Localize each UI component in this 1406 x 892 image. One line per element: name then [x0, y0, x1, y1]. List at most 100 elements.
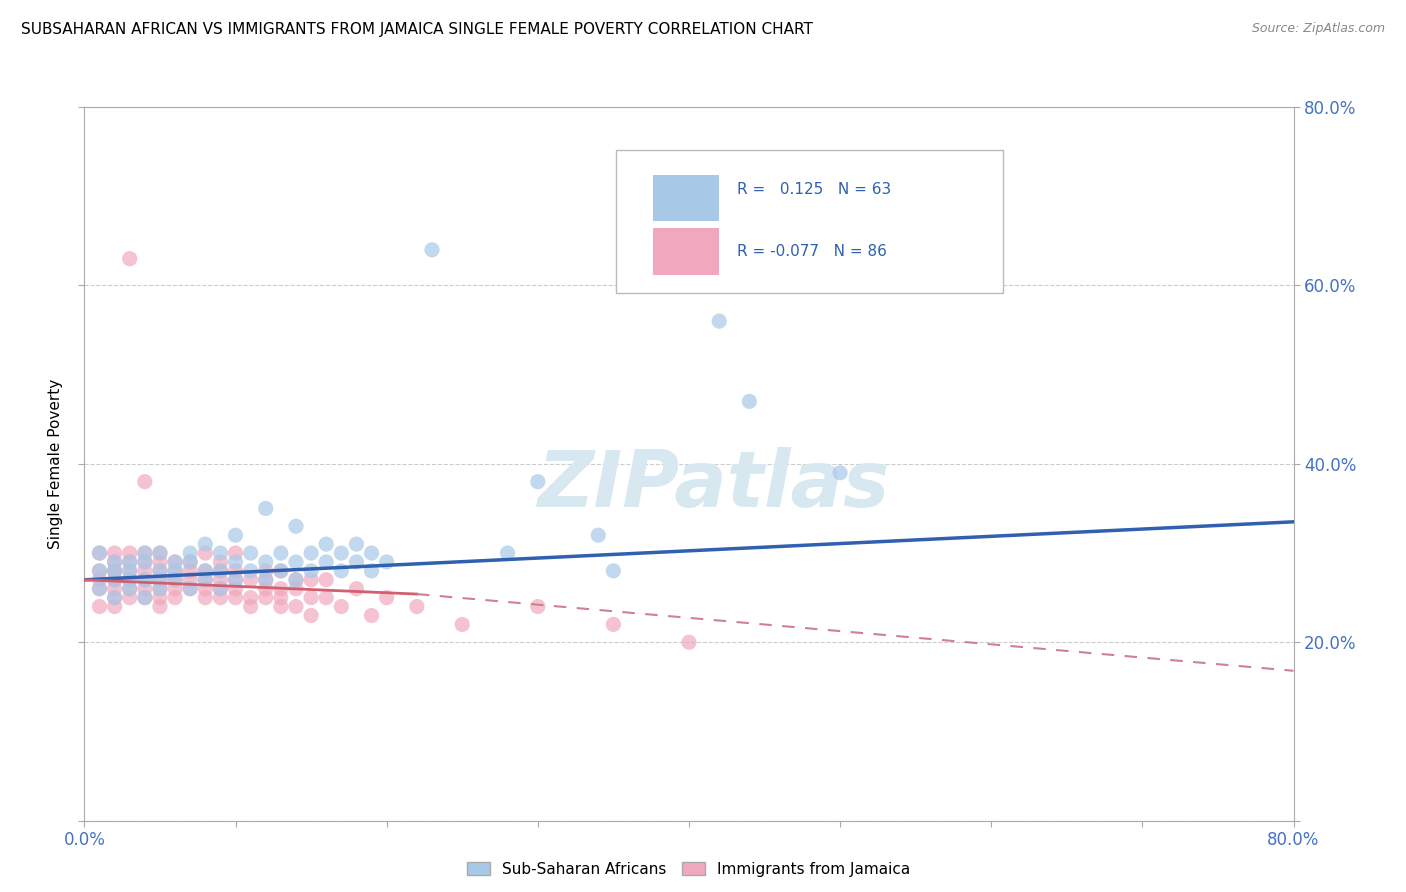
Point — [330, 564, 353, 578]
Point — [602, 564, 624, 578]
Point — [179, 582, 201, 596]
Point — [346, 555, 368, 569]
Text: R =   0.125   N = 63: R = 0.125 N = 63 — [737, 182, 891, 196]
Point — [299, 608, 322, 623]
Point — [315, 573, 337, 587]
Point — [254, 555, 277, 569]
Point — [149, 555, 172, 569]
Point — [602, 617, 624, 632]
Point — [134, 573, 156, 587]
Point — [118, 591, 141, 605]
Point — [451, 617, 474, 632]
Point — [149, 564, 172, 578]
Point — [254, 591, 277, 605]
Point — [165, 564, 187, 578]
Point — [270, 564, 292, 578]
Point — [406, 599, 429, 614]
Point — [179, 555, 201, 569]
Point — [149, 591, 172, 605]
Point — [270, 564, 292, 578]
Point — [330, 546, 353, 560]
Point — [588, 528, 610, 542]
Point — [270, 591, 292, 605]
Point — [194, 564, 217, 578]
Point — [346, 582, 368, 596]
Point — [360, 546, 382, 560]
Point — [165, 573, 187, 587]
Point — [315, 591, 337, 605]
Point — [225, 591, 247, 605]
Point — [270, 582, 292, 596]
Point — [830, 466, 852, 480]
Point — [299, 546, 322, 560]
Point — [270, 546, 292, 560]
Point — [118, 546, 141, 560]
Point — [134, 546, 156, 560]
Point — [194, 573, 217, 587]
Point — [239, 546, 262, 560]
Point — [375, 555, 398, 569]
Point — [270, 599, 292, 614]
Point — [134, 555, 156, 569]
Point — [165, 591, 187, 605]
Point — [134, 591, 156, 605]
Point — [285, 599, 308, 614]
Point — [149, 599, 172, 614]
Point — [134, 564, 156, 578]
Point — [179, 555, 201, 569]
Point — [194, 573, 217, 587]
Point — [527, 599, 550, 614]
Point — [89, 582, 111, 596]
Point — [239, 591, 262, 605]
Point — [239, 564, 262, 578]
Point — [118, 564, 141, 578]
Point — [194, 564, 217, 578]
Point — [104, 564, 127, 578]
Point — [299, 573, 322, 587]
Point — [118, 582, 141, 596]
Point — [194, 591, 217, 605]
Point — [134, 573, 156, 587]
Point — [285, 573, 308, 587]
Point — [89, 546, 111, 560]
Point — [225, 582, 247, 596]
Point — [330, 599, 353, 614]
Point — [89, 599, 111, 614]
Point — [209, 555, 232, 569]
Point — [225, 555, 247, 569]
Point — [134, 555, 156, 569]
FancyBboxPatch shape — [652, 228, 720, 275]
Point — [254, 564, 277, 578]
Point — [299, 591, 322, 605]
Point — [118, 252, 141, 266]
Point — [285, 573, 308, 587]
Point — [194, 537, 217, 551]
Point — [194, 546, 217, 560]
Point — [225, 528, 247, 542]
Point — [104, 591, 127, 605]
Point — [239, 573, 262, 587]
Point — [118, 555, 141, 569]
Point — [360, 608, 382, 623]
FancyBboxPatch shape — [616, 150, 1004, 293]
Point — [104, 599, 127, 614]
Point — [149, 573, 172, 587]
Point — [420, 243, 443, 257]
Point — [118, 582, 141, 596]
Point — [104, 591, 127, 605]
Point — [149, 582, 172, 596]
Point — [375, 591, 398, 605]
Point — [709, 314, 731, 328]
Point — [165, 555, 187, 569]
Point — [254, 573, 277, 587]
Point — [149, 564, 172, 578]
Point — [89, 564, 111, 578]
Point — [118, 573, 141, 587]
Point — [225, 546, 247, 560]
Point — [315, 555, 337, 569]
Point — [285, 582, 308, 596]
Point — [118, 564, 141, 578]
Point — [209, 582, 232, 596]
Point — [134, 591, 156, 605]
Point — [346, 537, 368, 551]
